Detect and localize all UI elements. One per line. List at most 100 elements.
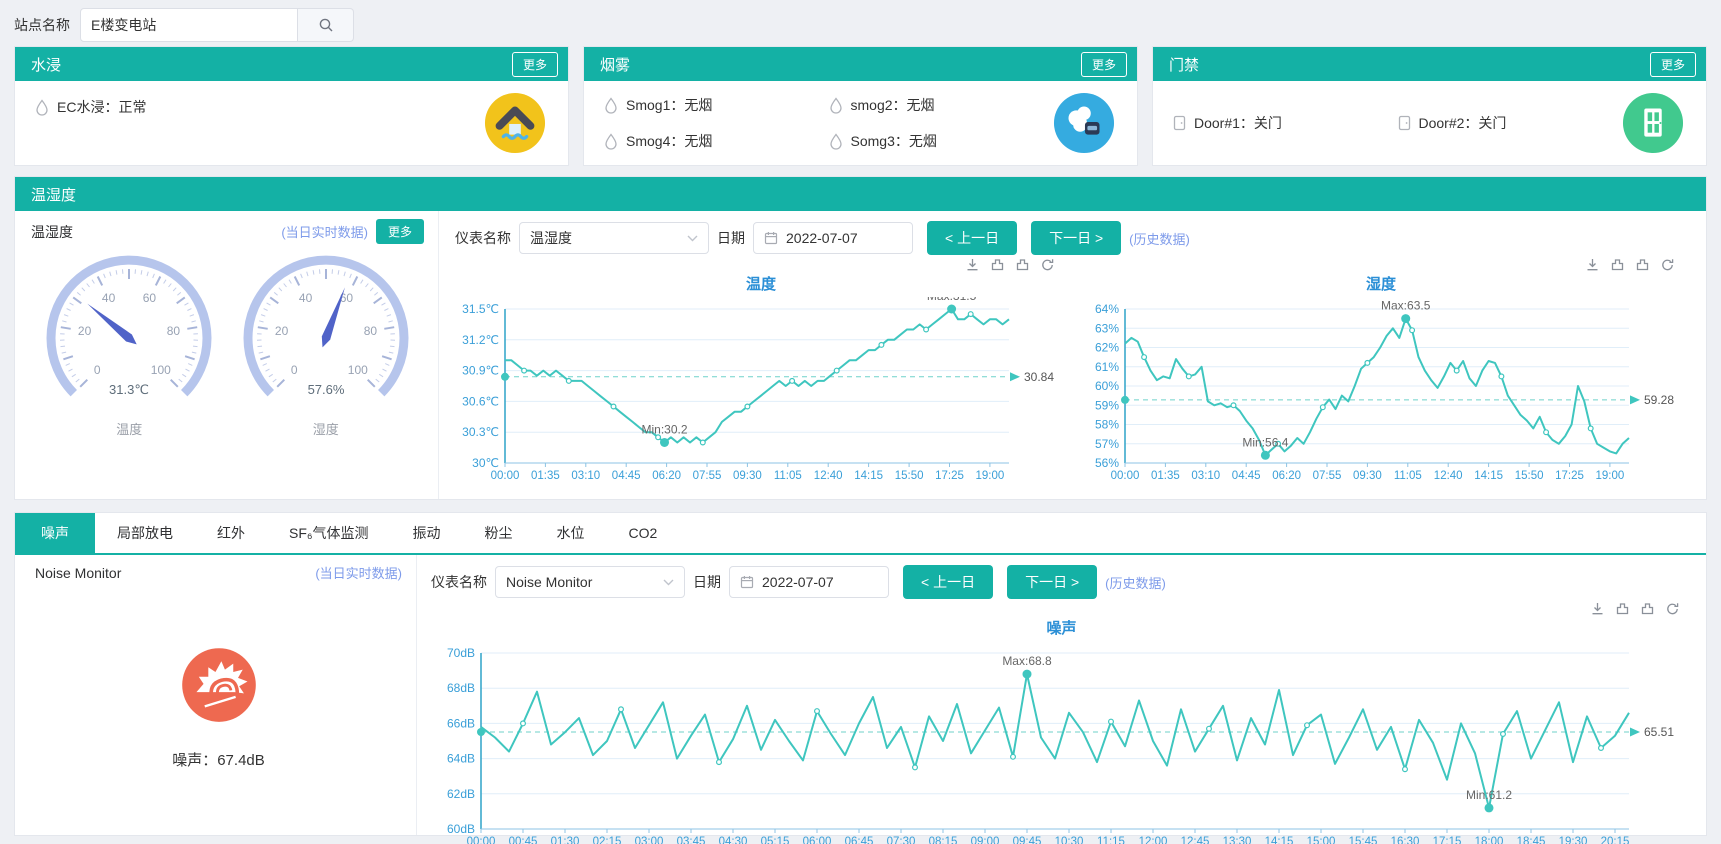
- tab-dust[interactable]: 粉尘: [484, 525, 513, 541]
- svg-text:12:40: 12:40: [1434, 470, 1463, 482]
- svg-text:07:30: 07:30: [887, 836, 916, 844]
- th-history-link[interactable]: (历史数据): [1129, 231, 1190, 247]
- card-door: 门禁 更多 Door#1：关门 Door#2：关门: [1152, 46, 1707, 166]
- noise-next-day-button[interactable]: 下一日 >: [1007, 565, 1098, 599]
- svg-text:66dB: 66dB: [447, 716, 475, 730]
- data-zoom-icon[interactable]: [1610, 257, 1625, 272]
- svg-text:100: 100: [348, 363, 368, 377]
- noise-history-link[interactable]: (历史数据): [1105, 575, 1166, 591]
- svg-text:57.6%: 57.6%: [307, 382, 344, 397]
- svg-text:60: 60: [339, 291, 353, 305]
- card-door-body: Door#1：关门 Door#2：关门: [1153, 81, 1706, 165]
- smoke-sensor-text: Smog1：无烟: [626, 97, 713, 113]
- tab-vibration[interactable]: 振动: [412, 525, 441, 541]
- noise-badge-icon: [181, 648, 256, 722]
- droplet-icon: [829, 96, 842, 114]
- svg-text:03:10: 03:10: [1191, 470, 1220, 482]
- svg-text:12:45: 12:45: [1181, 836, 1210, 844]
- svg-text:08:15: 08:15: [929, 836, 958, 844]
- smoke-sensor-item: Somg3：无烟: [829, 131, 1054, 151]
- svg-text:07:55: 07:55: [693, 470, 722, 482]
- svg-text:58%: 58%: [1095, 418, 1119, 432]
- svg-text:80: 80: [363, 324, 377, 338]
- meter-name-label: 仪表名称: [455, 230, 511, 246]
- date-label: 日期: [717, 230, 745, 246]
- svg-text:68dB: 68dB: [447, 681, 475, 695]
- refresh-icon[interactable]: [1665, 601, 1680, 616]
- th-next-day-button[interactable]: 下一日 >: [1031, 221, 1122, 255]
- svg-text:14:15: 14:15: [1265, 836, 1294, 844]
- th-prev-day-button[interactable]: < 上一日: [927, 221, 1018, 255]
- realtime-data-link[interactable]: (当日实时数据): [281, 225, 368, 240]
- svg-text:09:30: 09:30: [733, 470, 762, 482]
- card-water-more-button[interactable]: 更多: [511, 51, 558, 77]
- door-sensor-item: Door#1：关门: [1173, 113, 1398, 133]
- svg-text:56%: 56%: [1095, 456, 1119, 470]
- noise-chart-title: 噪声: [1046, 620, 1077, 637]
- door-sensor-text: Door#2：关门: [1418, 115, 1507, 131]
- svg-text:59.28: 59.28: [1644, 393, 1674, 407]
- svg-text:64dB: 64dB: [447, 752, 475, 766]
- card-door-more-button[interactable]: 更多: [1649, 51, 1696, 77]
- topbar: 站点名称: [14, 0, 1707, 46]
- svg-text:31.2℃: 31.2℃: [462, 333, 499, 347]
- svg-text:15:50: 15:50: [895, 470, 924, 482]
- smoke-sensor-text: Smog4：无烟: [626, 133, 713, 149]
- svg-text:Min:30.2: Min:30.2: [641, 423, 687, 437]
- refresh-icon[interactable]: [1040, 257, 1055, 272]
- data-zoom-icon[interactable]: [1615, 601, 1630, 616]
- door-icon: [1173, 115, 1186, 131]
- noise-status-panel: Noise Monitor (当日实时数据) 噪声：67.4dB: [15, 555, 417, 835]
- th-controls: 仪表名称 温湿度 日期 2022-07-07 < 上一日 下一日 > (历史数据…: [455, 219, 1692, 257]
- chevron-down-icon: [687, 235, 698, 241]
- restore-icon[interactable]: [1640, 601, 1655, 616]
- svg-text:63%: 63%: [1095, 321, 1119, 335]
- temperature-gauge-label: 温度: [116, 422, 143, 437]
- th-date-input[interactable]: 2022-07-07: [753, 222, 913, 254]
- tab-partial-discharge[interactable]: 局部放电: [117, 525, 173, 541]
- svg-text:12:40: 12:40: [814, 470, 843, 482]
- smoke-sensor-item: Smog1：无烟: [604, 95, 829, 115]
- noise-prev-day-button[interactable]: < 上一日: [903, 565, 994, 599]
- site-search-button[interactable]: [298, 8, 354, 42]
- humidity-chart-block: 湿度 64% 63% 62% 61% 60% 59% 58% 57% 56% 00:00 01:35…: [1075, 257, 1687, 492]
- save-image-icon[interactable]: [1590, 601, 1605, 616]
- noise-date-input[interactable]: 2022-07-07: [729, 566, 889, 598]
- droplet-icon: [36, 98, 48, 116]
- tab-noise[interactable]: 噪声: [15, 513, 95, 553]
- tab-water-level[interactable]: 水位: [556, 525, 585, 541]
- restore-icon[interactable]: [1015, 257, 1030, 272]
- restore-icon[interactable]: [1635, 257, 1650, 272]
- svg-text:40: 40: [102, 291, 116, 305]
- noise-panel-title: Noise Monitor: [35, 564, 122, 581]
- tab-co2[interactable]: CO2: [628, 525, 658, 541]
- svg-text:31.5℃: 31.5℃: [462, 302, 499, 316]
- th-meter-select[interactable]: 温湿度: [519, 222, 709, 254]
- tab-sf6-gas[interactable]: SF₆气体监测: [289, 525, 369, 541]
- svg-text:18:00: 18:00: [1475, 836, 1504, 844]
- save-image-icon[interactable]: [965, 257, 980, 272]
- data-zoom-icon[interactable]: [990, 257, 1005, 272]
- svg-text:17:15: 17:15: [1433, 836, 1462, 844]
- site-search-input[interactable]: [80, 8, 298, 42]
- gauges-more-button[interactable]: 更多: [375, 219, 424, 244]
- smoke-sensor-text: Somg3：无烟: [850, 133, 937, 149]
- noise-meter-select[interactable]: Noise Monitor: [495, 566, 685, 598]
- save-image-icon[interactable]: [1585, 257, 1600, 272]
- noise-realtime-data-link[interactable]: (当日实时数据): [315, 566, 402, 581]
- svg-text:11:05: 11:05: [1394, 470, 1422, 482]
- refresh-icon[interactable]: [1660, 257, 1675, 272]
- card-smoke-more-button[interactable]: 更多: [1080, 51, 1127, 77]
- sensor-tabs: 噪声 局部放电 红外 SF₆气体监测 振动 粉尘 水位 CO2: [15, 513, 1706, 555]
- svg-text:03:10: 03:10: [571, 470, 600, 482]
- temperature-chart: 31.5℃ 31.2℃ 30.9℃ 30.6℃ 30.3℃ 30℃ 00:00 01:35 03…: [455, 289, 1067, 492]
- tab-infrared[interactable]: 红外: [217, 525, 245, 541]
- svg-text:03:00: 03:00: [635, 836, 664, 844]
- humidity-chart-toolbar: [1075, 257, 1687, 275]
- temperature-chart-block: 温度 31.5℃ 31.2℃ 30.9℃ 30.6℃ 30.3℃ 30℃ 00:00 01:3…: [455, 257, 1067, 492]
- water-badge-icon: [484, 92, 546, 154]
- smoke-sensor-item: Smog4：无烟: [604, 131, 829, 151]
- svg-text:Min:61.2: Min:61.2: [1466, 788, 1512, 802]
- card-water-title: 水浸: [31, 56, 62, 74]
- svg-text:30.9℃: 30.9℃: [462, 364, 499, 378]
